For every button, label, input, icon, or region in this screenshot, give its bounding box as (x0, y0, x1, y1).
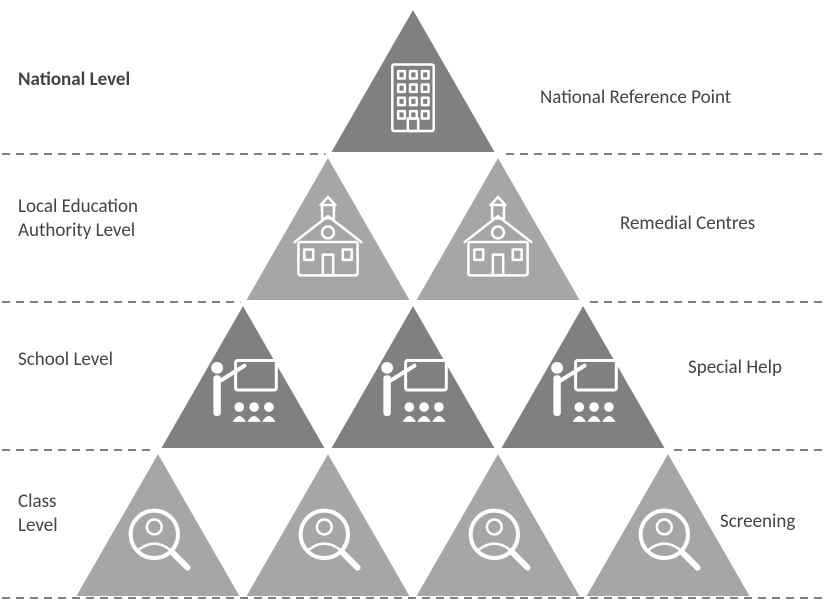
row2-left-label: Local Education Authority Level (18, 195, 138, 243)
pyramid-row-2 (243, 154, 583, 302)
row4-left-label: Class Level (18, 490, 58, 538)
pyramid-row-4 (73, 450, 753, 598)
pyramid-row-3 (158, 302, 668, 450)
pyramid-row-1 (328, 6, 498, 154)
row3-left-label: School Level (18, 348, 113, 372)
row1-left-label: National Level (18, 68, 130, 92)
row3-right-label: Special Help (688, 356, 782, 380)
diagram-stage: National Level Local Education Authority… (0, 0, 826, 609)
row4-right-label: Screening (720, 510, 795, 534)
row2-right-label: Remedial Centres (620, 212, 755, 236)
row1-right-label: National Reference Point (540, 86, 731, 110)
